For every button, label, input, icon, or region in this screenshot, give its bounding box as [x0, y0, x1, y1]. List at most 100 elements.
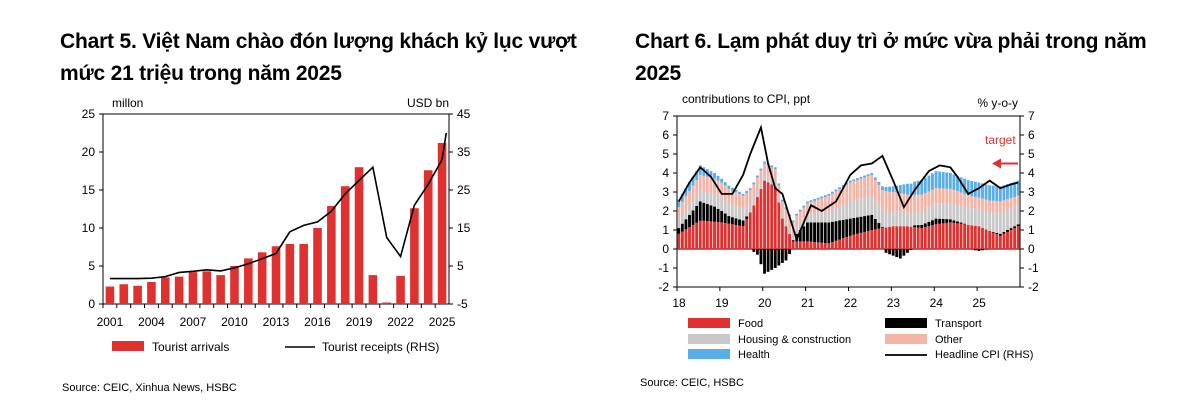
- x-tick-label: 19: [715, 296, 729, 310]
- bar-food: [934, 224, 938, 249]
- bar-transport: [906, 249, 909, 253]
- bar-transport: [881, 227, 884, 229]
- bar-housing-construction: [709, 192, 713, 206]
- bar-food: [852, 234, 856, 249]
- bar-food: [730, 224, 734, 249]
- bar-other: [891, 192, 895, 211]
- bar-housing-construction: [981, 210, 984, 228]
- bar-housing-construction: [1016, 205, 1020, 225]
- bar-other: [906, 194, 909, 213]
- bar-other: [845, 184, 849, 204]
- bar-housing-construction: [727, 203, 731, 217]
- bar-health: [798, 209, 802, 212]
- bar-health: [834, 189, 838, 192]
- bar-food: [745, 219, 749, 249]
- bar-food: [802, 241, 806, 249]
- bar-food: [931, 225, 934, 249]
- bar-transport: [816, 222, 820, 243]
- legend-label-health: Health: [738, 349, 770, 361]
- bar-transport: [784, 249, 788, 261]
- bar-transport: [838, 220, 841, 240]
- y-tick-label-left: 0: [88, 297, 95, 311]
- bar-health: [691, 176, 695, 186]
- bar-tourist-arrivals: [354, 167, 364, 304]
- bar-health: [856, 178, 859, 180]
- x-tick-label: 24: [930, 296, 944, 310]
- bar-health: [1013, 181, 1017, 197]
- bar-other: [934, 188, 938, 204]
- y-tick-label-right: 5: [457, 259, 464, 273]
- bar-other: [759, 170, 763, 183]
- bar-health: [988, 185, 992, 201]
- bar-health: [952, 174, 956, 190]
- bar-transport: [680, 223, 684, 232]
- bar-housing-construction: [680, 213, 684, 224]
- bar-housing-construction: [859, 198, 863, 217]
- bar-transport: [931, 220, 934, 226]
- bar-other: [838, 189, 841, 207]
- bar-transport: [909, 249, 913, 250]
- bar-food: [688, 227, 691, 249]
- bar-transport: [1013, 226, 1017, 229]
- y-tick-label-left: 5: [88, 259, 95, 273]
- bar-health: [759, 168, 763, 171]
- bar-other: [870, 174, 874, 196]
- bar-tourist-arrivals: [396, 275, 405, 304]
- bar-other: [752, 184, 756, 197]
- bar-transport: [866, 215, 870, 231]
- bar-transport: [809, 222, 813, 242]
- bar-health: [813, 198, 816, 201]
- bar-housing-construction: [738, 207, 741, 220]
- y-tick-label-left: 1: [662, 223, 669, 237]
- bar-food: [709, 221, 713, 249]
- bar-health: [927, 175, 931, 192]
- bar-housing-construction: [888, 211, 892, 227]
- bar-transport: [877, 223, 881, 229]
- bar-other: [884, 191, 888, 211]
- bar-health: [913, 181, 917, 195]
- bar-food: [738, 225, 741, 249]
- bar-health: [688, 182, 691, 192]
- y-tick-label-right: 4: [1028, 166, 1035, 180]
- y-axis-label-right: % y-o-y: [977, 96, 1018, 110]
- bar-other: [784, 209, 788, 221]
- bar-transport: [845, 219, 849, 237]
- bar-other: [780, 201, 784, 213]
- bar-housing-construction: [698, 190, 702, 202]
- bar-housing-construction: [763, 174, 766, 181]
- bar-food: [870, 230, 874, 249]
- bar-transport: [913, 225, 917, 228]
- bar-transport: [698, 201, 702, 221]
- bar-health: [981, 183, 984, 199]
- bar-other: [931, 189, 934, 206]
- legend-swatch-health: [688, 349, 730, 359]
- bar-transport: [927, 221, 931, 227]
- bar-other: [902, 193, 906, 212]
- bar-housing-construction: [773, 180, 777, 187]
- bar-food: [791, 241, 795, 249]
- bar-food: [748, 212, 752, 249]
- bar-housing-construction: [816, 212, 820, 223]
- bar-other: [856, 179, 859, 200]
- bar-housing-construction: [1006, 209, 1009, 230]
- bar-housing-construction: [745, 205, 749, 217]
- bar-food: [720, 222, 724, 249]
- bar-tourist-arrivals: [160, 277, 170, 304]
- bar-health: [866, 174, 870, 177]
- bar-tourist-arrivals: [271, 246, 281, 304]
- bar-food: [995, 234, 999, 249]
- bar-housing-construction: [941, 203, 945, 219]
- bar-tourist-arrivals: [147, 281, 156, 304]
- bar-other: [920, 194, 924, 211]
- bar-food: [759, 188, 763, 249]
- bar-health: [991, 185, 995, 201]
- bar-other: [816, 199, 820, 213]
- bar-housing-construction: [881, 210, 884, 228]
- bar-other: [841, 186, 845, 205]
- line-headline-cpi: [678, 124, 1019, 243]
- bar-tourist-arrivals: [188, 272, 198, 304]
- bar-health: [848, 180, 852, 183]
- bar-housing-construction: [895, 211, 899, 227]
- bar-food: [873, 229, 877, 249]
- bar-housing-construction: [695, 194, 699, 206]
